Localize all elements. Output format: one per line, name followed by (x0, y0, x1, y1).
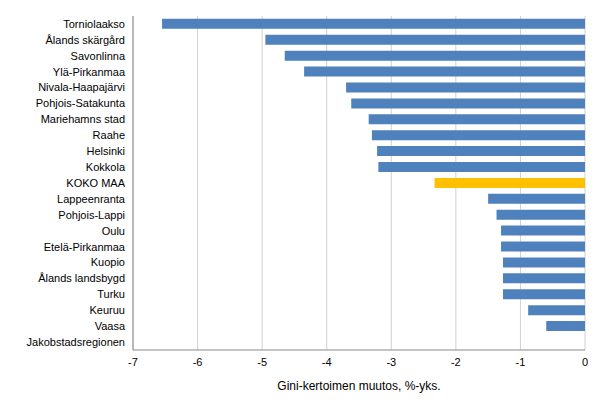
svg-text:-3: -3 (386, 356, 396, 368)
svg-text:-7: -7 (128, 356, 138, 368)
svg-text:Nivala-Haapajärvi: Nivala-Haapajärvi (38, 81, 125, 93)
svg-text:Pohjois-Lappi: Pohjois-Lappi (58, 209, 125, 221)
svg-text:Pohjois-Satakunta: Pohjois-Satakunta (36, 97, 126, 109)
svg-text:Mariehamns stad: Mariehamns stad (41, 113, 125, 125)
svg-text:Etelä-Pirkanmaa: Etelä-Pirkanmaa (44, 241, 126, 253)
svg-text:Oulu: Oulu (102, 225, 125, 237)
svg-text:-5: -5 (257, 356, 267, 368)
svg-text:Kokkola: Kokkola (86, 161, 126, 173)
svg-text:Jakobstadsregionen: Jakobstadsregionen (27, 336, 125, 348)
svg-text:Raahe: Raahe (93, 129, 125, 141)
svg-text:-2: -2 (451, 356, 461, 368)
svg-text:0: 0 (582, 356, 588, 368)
svg-text:Ålands landsbygd: Ålands landsbygd (38, 272, 125, 284)
svg-text:-4: -4 (322, 356, 332, 368)
svg-text:Turku: Turku (97, 288, 125, 300)
svg-text:-1: -1 (516, 356, 526, 368)
svg-text:Ylä-Pirkanmaa: Ylä-Pirkanmaa (53, 66, 126, 78)
svg-text:-6: -6 (193, 356, 203, 368)
svg-text:Helsinki: Helsinki (86, 145, 125, 157)
svg-text:Lappeenranta: Lappeenranta (57, 193, 126, 205)
svg-text:Ålands skärgård: Ålands skärgård (46, 34, 126, 46)
svg-text:Vaasa: Vaasa (95, 320, 126, 332)
svg-text:Kuopio: Kuopio (91, 256, 125, 268)
svg-text:Savonlinna: Savonlinna (71, 50, 126, 62)
svg-text:Keuruu: Keuruu (90, 304, 125, 316)
svg-text:KOKO MAA: KOKO MAA (66, 177, 125, 189)
svg-text:Gini-kertoimen muutos, %-yks.: Gini-kertoimen muutos, %-yks. (277, 379, 440, 393)
svg-text:Torniolaakso: Torniolaakso (63, 18, 125, 30)
